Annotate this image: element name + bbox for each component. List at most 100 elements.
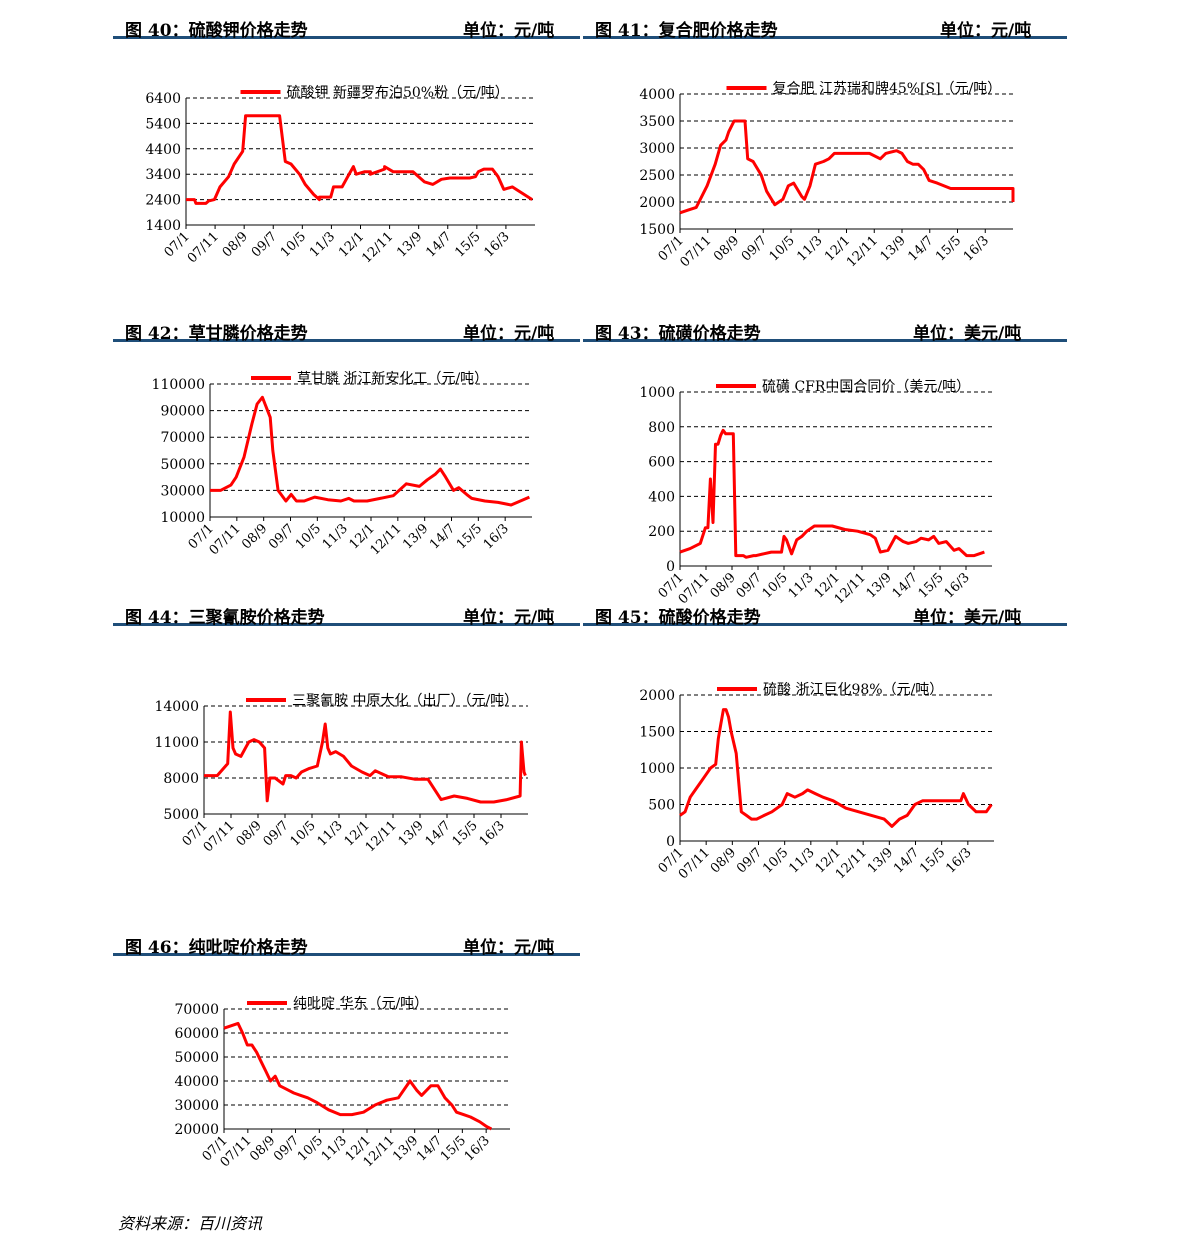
x-tick-label: 14/7 [423, 229, 454, 260]
panel-header: 图 44：三聚氰胺价格走势 单位：元/吨 [113, 587, 580, 628]
x-tick-label: 11/3 [307, 229, 338, 260]
x-tick-label: 09/7 [261, 818, 292, 849]
x-tick-label: 14/7 [427, 521, 458, 552]
y-tick-label: 90000 [160, 404, 205, 420]
y-tick-label: 50000 [174, 1050, 219, 1066]
y-tick-label: 3000 [639, 141, 675, 157]
x-tick-label: 13/9 [400, 521, 431, 552]
x-tick-label: 11/3 [320, 521, 351, 552]
x-tick-label: 11/3 [319, 1133, 350, 1164]
y-tick-label: 800 [648, 420, 675, 436]
y-tick-label: 4000 [639, 87, 675, 103]
chart-potassium-sulfate: 64005400440034002400140007/107/1108/909/… [145, 85, 535, 266]
x-tick-label: 10/5 [288, 818, 319, 849]
chart-melamine: 14000110008000500007/107/1108/909/710/51… [154, 693, 528, 855]
legend-label: 硫酸 浙江巨化98%（元/吨） [763, 682, 943, 698]
series-line [679, 428, 985, 559]
panel-title: 图 40：硫酸钾价格走势 [125, 21, 308, 41]
y-tick-label: 0 [666, 559, 675, 575]
y-tick-label: 0 [666, 834, 675, 850]
x-tick-label: 16/3 [481, 521, 512, 552]
x-tick-label: 10/5 [295, 1133, 326, 1164]
x-tick-label: 07/11 [677, 233, 714, 270]
x-tick-label: 08/9 [234, 818, 265, 849]
x-tick-label: 15/5 [438, 1133, 469, 1164]
y-tick-label: 2400 [145, 193, 181, 209]
series-line [679, 119, 1015, 215]
y-tick-label: 1000 [639, 761, 675, 777]
y-tick-label: 10000 [160, 510, 205, 526]
x-tick-label: 07/11 [201, 818, 238, 855]
y-tick-label: 5000 [163, 807, 199, 823]
legend-label: 纯吡啶 华东（元/吨） [293, 996, 428, 1012]
x-tick-label: 13/9 [390, 1133, 421, 1164]
panel-unit: 单位：元/吨 [463, 324, 555, 344]
y-tick-label: 600 [648, 455, 675, 471]
x-tick-label: 09/7 [734, 845, 765, 876]
x-tick-label: 11/3 [794, 233, 825, 264]
chart-sulfur: 1000800600400200007/107/1108/909/710/511… [639, 379, 992, 607]
y-tick-label: 1000 [639, 385, 675, 401]
y-tick-label: 14000 [154, 699, 199, 715]
x-tick-label: 16/3 [477, 818, 508, 849]
x-tick-label: 07/11 [207, 521, 244, 558]
y-tick-label: 200 [648, 524, 675, 540]
y-tick-label: 4400 [145, 142, 181, 158]
x-tick-label: 16/3 [481, 229, 512, 260]
legend-label: 三聚氰胺 中原大化（出厂）（元/吨） [292, 693, 518, 709]
panel-header: 图 46：纯吡啶价格走势 单位：元/吨 [113, 917, 580, 958]
x-tick-label: 09/7 [249, 229, 280, 260]
y-tick-label: 60000 [174, 1026, 219, 1042]
y-tick-label: 400 [648, 489, 675, 505]
x-tick-label: 16/3 [462, 1133, 493, 1164]
x-tick-label: 10/5 [278, 229, 309, 260]
series-line [223, 1021, 493, 1131]
panel-header: 图 41：复合肥价格走势 单位：元/吨 [583, 0, 1067, 41]
panel-unit: 单位：元/吨 [940, 21, 1032, 41]
y-tick-label: 5400 [145, 116, 181, 132]
legend-label: 硫磺 CFR中国合同价（美元/吨） [762, 379, 970, 395]
x-tick-label: 12/11 [359, 229, 396, 266]
x-tick-label: 14/7 [414, 1133, 445, 1164]
panel-unit: 单位：美元/吨 [913, 324, 1022, 344]
panel-unit: 单位：美元/吨 [913, 608, 1022, 628]
panel-header: 图 43：硫磺价格走势 单位：美元/吨 [583, 303, 1067, 344]
x-tick-label: 13/9 [394, 229, 425, 260]
x-tick-label: 12/11 [363, 818, 400, 855]
panel-header: 图 45：硫酸价格走势 单位：美元/吨 [583, 587, 1067, 628]
source-note: 资料来源：百川资讯 [118, 1214, 263, 1233]
x-tick-label: 08/9 [711, 233, 742, 264]
series-line [204, 710, 527, 804]
x-tick-label: 08/9 [708, 845, 739, 876]
x-tick-label: 12/11 [368, 521, 405, 558]
x-tick-label: 15/5 [452, 229, 483, 260]
x-tick-label: 13/9 [396, 818, 427, 849]
x-tick-label: 09/7 [739, 233, 770, 264]
chart-sulfuric-acid: 200015001000500007/107/1108/909/710/511/… [639, 682, 994, 882]
chart-compound-fertilizer: 40003500300025002000150007/107/1108/909/… [639, 80, 1015, 270]
x-tick-label: 12/11 [844, 233, 881, 270]
x-tick-label: 13/9 [878, 233, 909, 264]
x-tick-label: 08/9 [247, 1133, 278, 1164]
x-tick-label: 15/5 [933, 233, 964, 264]
panel-title: 图 42：草甘膦价格走势 [125, 324, 308, 344]
y-tick-label: 50000 [160, 457, 205, 473]
y-tick-label: 40000 [174, 1074, 219, 1090]
y-tick-label: 30000 [160, 483, 205, 499]
series-line [186, 114, 534, 205]
y-tick-label: 110000 [152, 377, 205, 393]
legend-label: 复合肥 江苏瑞和牌45%[S]（元/吨） [773, 80, 1002, 97]
x-tick-label: 15/5 [454, 521, 485, 552]
x-tick-label: 13/9 [865, 845, 896, 876]
x-tick-label: 10/5 [767, 233, 798, 264]
panel-unit: 单位：元/吨 [463, 21, 555, 41]
x-tick-label: 11/3 [786, 845, 817, 876]
x-tick-label: 14/7 [423, 818, 454, 849]
y-tick-label: 11000 [154, 735, 199, 751]
x-tick-label: 11/3 [315, 818, 346, 849]
y-tick-label: 6400 [145, 91, 181, 107]
series-line [679, 708, 993, 828]
y-tick-label: 8000 [163, 771, 199, 787]
y-tick-label: 1400 [145, 218, 181, 234]
x-tick-label: 10/5 [293, 521, 324, 552]
